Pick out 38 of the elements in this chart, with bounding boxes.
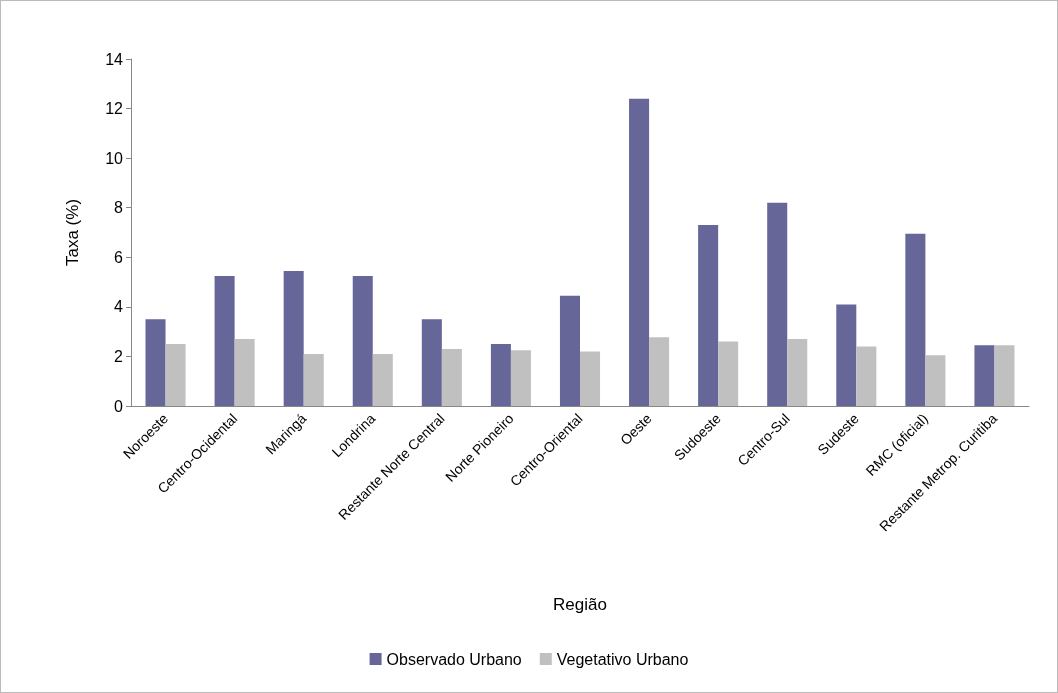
bar: [856, 346, 877, 406]
bar: [352, 275, 373, 406]
bar: [234, 339, 255, 406]
y-tick-label: 2: [114, 347, 124, 365]
bar: [718, 341, 739, 406]
bar: [490, 344, 511, 406]
y-tick-label: 6: [114, 248, 124, 266]
bar: [283, 270, 304, 406]
y-tick-label: 4: [114, 298, 124, 316]
y-tick-label: 10: [105, 149, 124, 167]
bar: [145, 319, 166, 406]
bar: [441, 348, 462, 406]
legend-label: Vegetativo Urbano: [556, 650, 689, 668]
y-axis-title: Taxa (%): [63, 198, 82, 267]
bar: [994, 345, 1015, 406]
bar: [580, 351, 601, 406]
y-tick-label: 14: [105, 50, 124, 68]
bar: [787, 339, 808, 406]
bar: [303, 353, 324, 406]
y-tick-label: 0: [114, 397, 124, 415]
bar: [510, 350, 531, 406]
bar: [559, 295, 580, 406]
y-tick-label: 12: [105, 100, 124, 118]
bar: [649, 337, 670, 406]
bar: [905, 233, 926, 406]
y-tick-label: 8: [114, 199, 124, 217]
bar: [214, 275, 235, 406]
bar: [165, 344, 186, 406]
bar: [836, 304, 857, 406]
bar: [698, 225, 719, 406]
legend-label: Observado Urbano: [386, 650, 522, 668]
bar: [421, 319, 442, 406]
bar: [974, 345, 995, 406]
bar: [372, 353, 393, 406]
x-axis-title: Região: [553, 595, 607, 614]
bar: [925, 355, 946, 406]
bar: [767, 202, 788, 406]
bar: [629, 98, 650, 406]
